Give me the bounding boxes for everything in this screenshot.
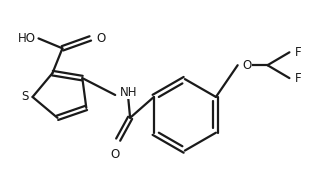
Text: NH: NH — [120, 87, 138, 100]
Text: O: O — [243, 59, 252, 72]
Text: O: O — [111, 148, 120, 161]
Text: F: F — [295, 46, 301, 59]
Text: S: S — [21, 90, 28, 103]
Text: F: F — [295, 72, 301, 85]
Text: HO: HO — [18, 32, 35, 45]
Text: O: O — [96, 32, 106, 45]
